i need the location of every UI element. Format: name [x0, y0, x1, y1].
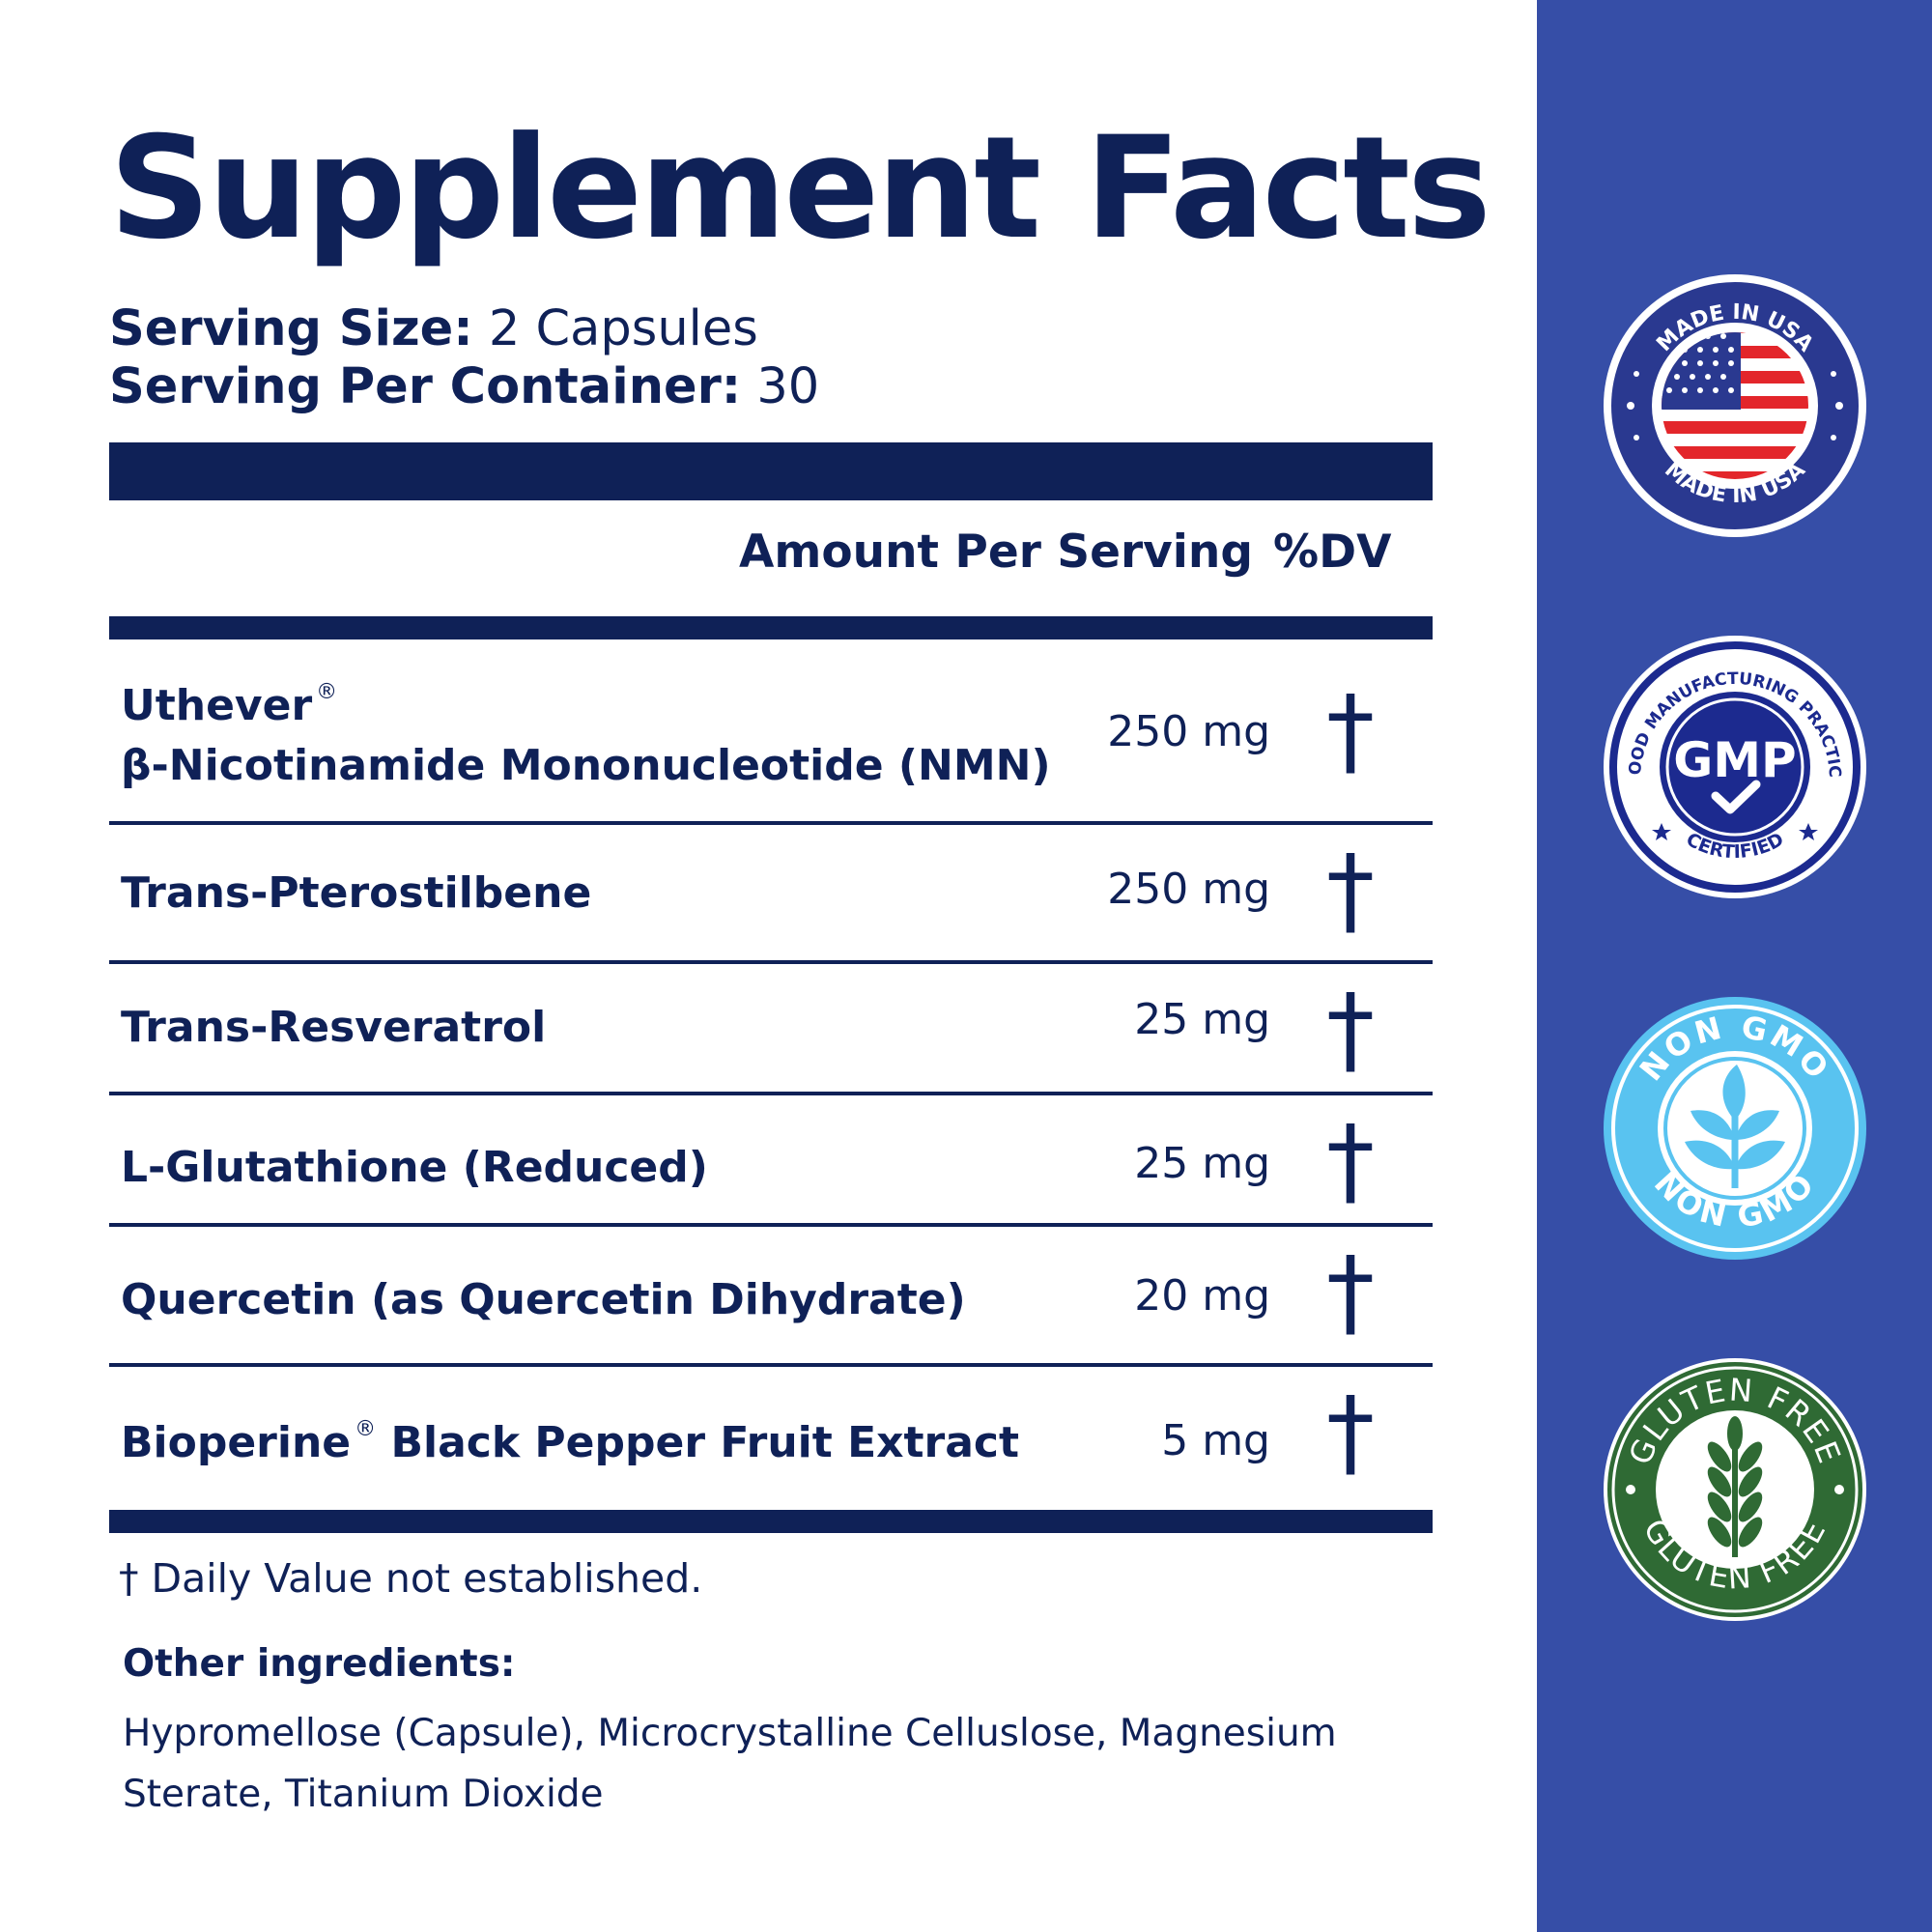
ingredient-name-rest: Black Pepper Fruit Extract — [376, 1418, 1020, 1467]
registered-mark: ® — [355, 1417, 377, 1441]
daily-value-footnote: † Daily Value not established. — [119, 1555, 703, 1602]
table-row: L-Glutathione (Reduced) 25 mg † — [109, 1095, 1433, 1227]
ingredient-name-line2: β-Nicotinamide Mononucleotide (NMN) — [121, 740, 1051, 790]
header-daily-value: %DV — [1273, 526, 1392, 579]
row-divider — [109, 960, 1433, 964]
gmp-center-text: GMP — [1673, 732, 1796, 788]
row-divider — [109, 1363, 1433, 1367]
ingredient-name: Bioperine ® Black Pepper Fruit Extract — [121, 1413, 1019, 1473]
ingredient-name: Trans-Pterostilbene — [121, 868, 592, 918]
made-in-usa-badge: MADE IN USA MADE IN USA — [1602, 272, 1868, 539]
row-divider — [109, 1092, 1433, 1095]
serving-size: Serving Size: 2 Capsules — [109, 304, 758, 354]
serving-size-value: 2 Capsules — [472, 300, 758, 357]
checkmark-icon: GMP GOOD MANUFACTURING PRACTICE CERTIFIE… — [1602, 634, 1866, 898]
daily-value-dagger: † — [1326, 1376, 1375, 1489]
daily-value-dagger: † — [1326, 1236, 1375, 1349]
header-amount-per-serving: Amount Per Serving — [739, 526, 1254, 579]
table-top-bar — [109, 442, 1433, 500]
ingredient-amount: 250 mg — [1107, 707, 1270, 756]
ingredient-name: Uthever ® β-Nicotinamide Mononucleotide (… — [121, 676, 1051, 795]
table-row: Quercetin (as Quercetin Dihydrate) 20 mg… — [109, 1227, 1433, 1367]
daily-value-dagger: † — [1326, 674, 1375, 787]
ingredient-name: Quercetin (as Quercetin Dihydrate) — [121, 1275, 966, 1324]
other-ingredients-label: Other ingredients: — [123, 1642, 516, 1686]
ingredient-amount: 20 mg — [1134, 1271, 1270, 1321]
table-header-divider — [109, 616, 1433, 639]
row-divider — [109, 821, 1433, 825]
ingredient-amount: 25 mg — [1134, 995, 1270, 1044]
non-gmo-badge: NON GMO NON GMO — [1602, 995, 1868, 1262]
table-row: Bioperine ® Black Pepper Fruit Extract 5 … — [109, 1367, 1433, 1510]
servings-per-container-label: Serving Per Container: — [109, 358, 742, 415]
gluten-free-badge: GLUTEN FREE GLUTEN FREE — [1602, 1356, 1868, 1623]
ingredient-name: Trans-Resveratrol — [121, 1003, 547, 1052]
us-flag-icon: MADE IN USA MADE IN USA — [1604, 274, 1866, 537]
ingredient-amount: 25 mg — [1134, 1139, 1270, 1188]
wheat-icon: GLUTEN FREE GLUTEN FREE — [1604, 1358, 1866, 1621]
leaf-sprout-icon: NON GMO NON GMO — [1604, 997, 1866, 1260]
servings-per-container: Serving Per Container: 30 — [109, 362, 819, 412]
table-bottom-bar — [109, 1510, 1433, 1533]
table-row: Trans-Pterostilbene 250 mg † — [109, 825, 1433, 964]
row-divider — [109, 1223, 1433, 1227]
table-row: Trans-Resveratrol 25 mg † — [109, 964, 1433, 1095]
daily-value-dagger: † — [1326, 973, 1375, 1086]
ingredient-amount: 250 mg — [1107, 865, 1270, 914]
page-title: Supplement Facts — [109, 106, 1492, 270]
registered-mark: ® — [316, 680, 338, 704]
gmp-certified-badge: GMP GOOD MANUFACTURING PRACTICE CERTIFIE… — [1602, 634, 1868, 900]
ingredient-brand: Bioperine — [121, 1418, 352, 1467]
other-ingredients-text: Hypromellose (Capsule), Microcrystalline… — [123, 1712, 1337, 1816]
table-row: Uthever ® β-Nicotinamide Mononucleotide (… — [109, 639, 1433, 825]
ingredient-name: L-Glutathione (Reduced) — [121, 1143, 708, 1192]
ingredient-brand: Uthever — [121, 681, 313, 730]
servings-per-container-value: 30 — [741, 358, 820, 415]
daily-value-dagger: † — [1326, 1104, 1375, 1217]
ingredient-amount: 5 mg — [1161, 1416, 1270, 1465]
serving-size-label: Serving Size: — [109, 300, 473, 357]
daily-value-dagger: † — [1326, 834, 1375, 947]
